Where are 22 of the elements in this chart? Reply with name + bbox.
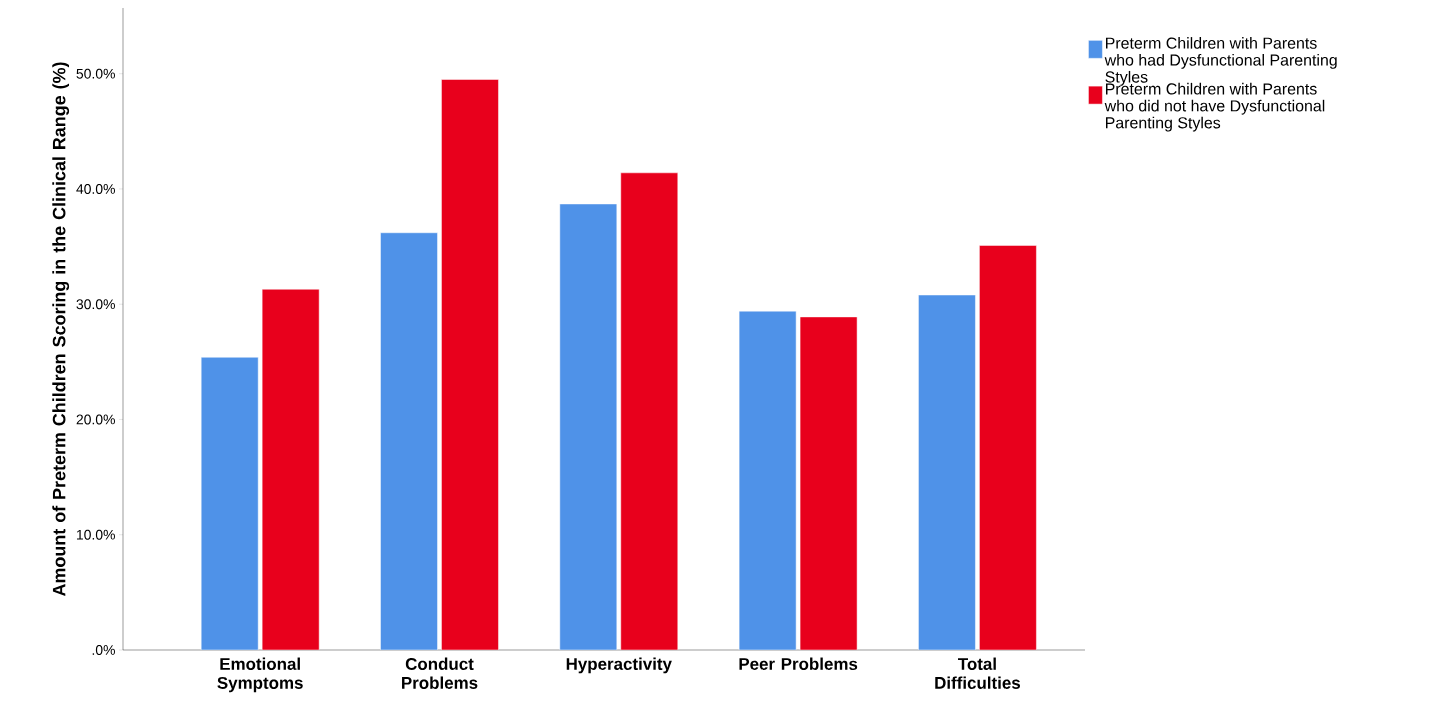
bar <box>441 79 499 650</box>
y-tick-label: .0% <box>92 645 115 655</box>
y-tick-label: 20.0% <box>76 414 115 425</box>
bar <box>620 172 679 650</box>
y-tick-label: 50.0% <box>76 68 115 79</box>
bar <box>559 203 618 650</box>
y-tick-label: 10.0% <box>76 529 115 540</box>
x-tick-label: Hyperactivity <box>566 657 672 674</box>
y-tick-label: 40.0% <box>76 184 115 194</box>
bar <box>799 316 858 650</box>
bar <box>738 310 797 650</box>
x-tick-label: Total Difficulties <box>935 657 1021 689</box>
x-tick-label: Peer Problems <box>739 657 858 670</box>
bar <box>200 356 259 650</box>
x-tick-label: Conduct Problems <box>402 657 478 689</box>
bar <box>918 294 976 650</box>
bar <box>979 245 1037 650</box>
y-tick-label: 30.0% <box>76 299 115 310</box>
y-axis-title: Amount of Preterm Children Scoring in the Clinical Range (%) <box>52 62 70 597</box>
bar <box>380 232 438 650</box>
x-tick-label: Emotional Symptoms <box>217 657 303 693</box>
bar <box>261 288 320 650</box>
